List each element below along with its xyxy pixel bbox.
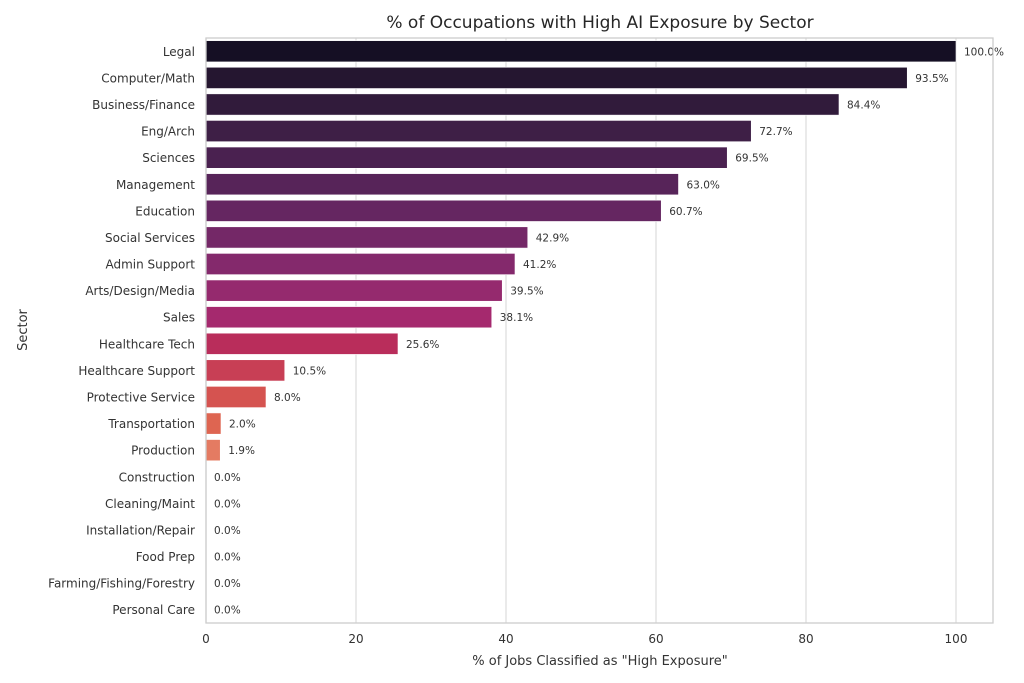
y-tick-label: Eng/Arch (141, 125, 195, 139)
x-axis-ticks: 0 20 40 60 80 100 (202, 632, 967, 646)
y-tick-label: Business/Finance (92, 98, 195, 112)
bar (205, 40, 957, 63)
data-label: 0.0% (214, 578, 241, 590)
data-label: 93.5% (915, 73, 948, 85)
bar (205, 306, 493, 329)
data-labels: 100.0% 93.5% 84.4% 72.7% 69.5% 63.0% 60.7% 42.9… (214, 46, 1004, 616)
data-label: 41.2% (523, 259, 556, 271)
y-tick-label: Education (135, 204, 195, 218)
bar (205, 386, 267, 408)
data-label: 2.0% (229, 419, 256, 431)
y-tick-label: Personal Care (112, 603, 195, 617)
bar (205, 226, 529, 249)
y-tick-label: Healthcare Tech (99, 337, 195, 351)
data-label: 63.0% (687, 179, 720, 191)
y-tick-label: Admin Support (106, 258, 196, 272)
data-label: 0.0% (214, 498, 241, 510)
data-label: 0.0% (214, 605, 241, 617)
bar (205, 439, 221, 462)
y-tick-label: Construction (119, 470, 195, 484)
data-label: 8.0% (274, 392, 301, 404)
y-tick-label: Protective Service (87, 390, 195, 404)
y-tick-label: Food Prep (136, 550, 195, 564)
bar (205, 359, 286, 382)
y-tick-label: Transportation (107, 417, 195, 431)
data-label: 0.0% (214, 472, 241, 484)
y-axis-ticks: Legal Computer/Math Business/Finance Eng/Ar… (48, 45, 195, 617)
bar (205, 279, 503, 302)
data-label: 38.1% (500, 312, 533, 324)
data-label: 69.5% (735, 153, 768, 165)
bar (205, 412, 222, 435)
bar (205, 199, 662, 222)
plot-frame (205, 37, 994, 624)
y-tick-label: Computer/Math (101, 71, 195, 85)
data-label: 10.5% (293, 365, 326, 377)
bar (205, 66, 908, 89)
y-tick-label: Management (116, 178, 195, 192)
bars (205, 40, 957, 462)
y-axis-label: Sector (16, 308, 31, 350)
data-label: 42.9% (536, 232, 569, 244)
data-label: 72.7% (759, 126, 792, 138)
x-tick-label: 40 (498, 632, 513, 646)
bar (205, 253, 516, 275)
y-tick-label: Legal (163, 45, 195, 59)
data-label: 1.9% (228, 445, 255, 457)
y-tick-label: Healthcare Support (78, 364, 195, 378)
bar (205, 332, 399, 355)
y-tick-label: Cleaning/Maint (105, 497, 195, 511)
y-tick-label: Sales (163, 311, 195, 325)
data-label: 60.7% (669, 206, 702, 218)
y-tick-label: Social Services (105, 231, 195, 245)
x-tick-label: 80 (798, 632, 813, 646)
data-label: 0.0% (214, 525, 241, 537)
chart-title: % of Occupations with High AI Exposure b… (386, 13, 813, 33)
x-tick-label: 60 (648, 632, 663, 646)
data-label: 25.6% (406, 339, 439, 351)
data-label: 84.4% (847, 99, 880, 111)
data-label: 0.0% (214, 552, 241, 564)
x-tick-label: 0 (202, 632, 210, 646)
bar (205, 146, 728, 169)
x-tick-label: 100 (945, 632, 968, 646)
bar (205, 120, 752, 143)
bar (205, 93, 840, 116)
y-tick-label: Farming/Fishing/Forestry (48, 577, 195, 591)
data-label: 100.0% (964, 46, 1004, 58)
y-tick-label: Production (131, 444, 195, 458)
data-label: 39.5% (510, 286, 543, 298)
y-tick-label: Sciences (142, 151, 195, 165)
y-tick-label: Installation/Repair (86, 523, 195, 537)
x-tick-label: 20 (348, 632, 363, 646)
y-tick-label: Arts/Design/Media (85, 284, 195, 298)
bar (205, 173, 679, 196)
x-axis-label: % of Jobs Classified as "High Exposure" (472, 654, 728, 669)
